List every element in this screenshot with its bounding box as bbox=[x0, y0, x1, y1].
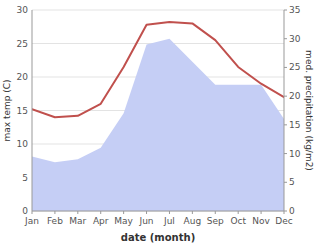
x-tick bbox=[123, 211, 124, 214]
x-tick-label: Nov bbox=[252, 216, 270, 226]
grid-line bbox=[32, 10, 284, 11]
x-tick-label: Jun bbox=[139, 216, 154, 226]
x-tick-label: Mar bbox=[69, 216, 86, 226]
y-axis-title: max temp (C) bbox=[2, 79, 12, 141]
y2-tick-label: 30 bbox=[289, 34, 301, 44]
chart-container: 0 5 10 15 20 25 30 0 5 10 15 20 25 30 35 Jan Feb Mar Apr Ma… bbox=[0, 0, 318, 247]
x-tick bbox=[146, 211, 147, 214]
x-tick bbox=[192, 211, 193, 214]
x-tick-label: Oct bbox=[230, 216, 246, 226]
y-tick-label: 15 bbox=[17, 106, 28, 116]
x-tick bbox=[100, 211, 101, 214]
y2-axis-title: med. precipitation (kg/m2) bbox=[304, 50, 314, 171]
x-tick-label: Sep bbox=[207, 216, 224, 226]
x-tick bbox=[215, 211, 216, 214]
x-tick bbox=[77, 211, 78, 214]
chart: 0 5 10 15 20 25 30 0 5 10 15 20 25 30 35 Jan Feb Mar Apr Ma… bbox=[0, 0, 318, 247]
y-tick-label: 0 bbox=[22, 206, 28, 216]
y2-tick-label: 5 bbox=[289, 177, 295, 187]
y2-tick-label: 0 bbox=[289, 206, 295, 216]
y-axis-line bbox=[32, 10, 33, 211]
x-tick bbox=[238, 211, 239, 214]
x-tick-label: Aug bbox=[184, 216, 202, 226]
x-tick-label: Apr bbox=[93, 216, 109, 226]
y-tick-label: 10 bbox=[17, 139, 29, 149]
y2-tick-label: 35 bbox=[289, 5, 300, 15]
x-tick bbox=[169, 211, 170, 214]
x-axis-line bbox=[32, 211, 284, 212]
grid bbox=[32, 10, 284, 211]
area bbox=[32, 39, 284, 211]
y-tick-label: 5 bbox=[22, 173, 28, 183]
line bbox=[32, 22, 284, 117]
y2-tick-label: 25 bbox=[289, 62, 300, 72]
x-tick-label: Dec bbox=[275, 216, 292, 226]
x-axis-title: date (month) bbox=[121, 232, 195, 243]
x-tick bbox=[284, 211, 285, 214]
x-tick-label: Jan bbox=[24, 216, 39, 226]
x-tick bbox=[261, 211, 262, 214]
y2-tick-label: 15 bbox=[289, 120, 300, 130]
y-tick-label: 30 bbox=[17, 5, 29, 15]
x-tick bbox=[54, 211, 55, 214]
y2-tick-label: 20 bbox=[289, 91, 301, 101]
x-tick bbox=[32, 211, 33, 214]
grid-line bbox=[32, 211, 284, 212]
y-tick-label: 25 bbox=[17, 39, 28, 49]
x-tick-label: Feb bbox=[47, 216, 63, 226]
y2-axis-line bbox=[284, 10, 285, 211]
y-tick-label: 20 bbox=[17, 72, 29, 82]
x-tick-label: May bbox=[114, 216, 133, 226]
y2-tick-label: 10 bbox=[289, 149, 301, 159]
plot-area bbox=[32, 22, 284, 211]
x-tick-label: Jul bbox=[163, 216, 175, 226]
